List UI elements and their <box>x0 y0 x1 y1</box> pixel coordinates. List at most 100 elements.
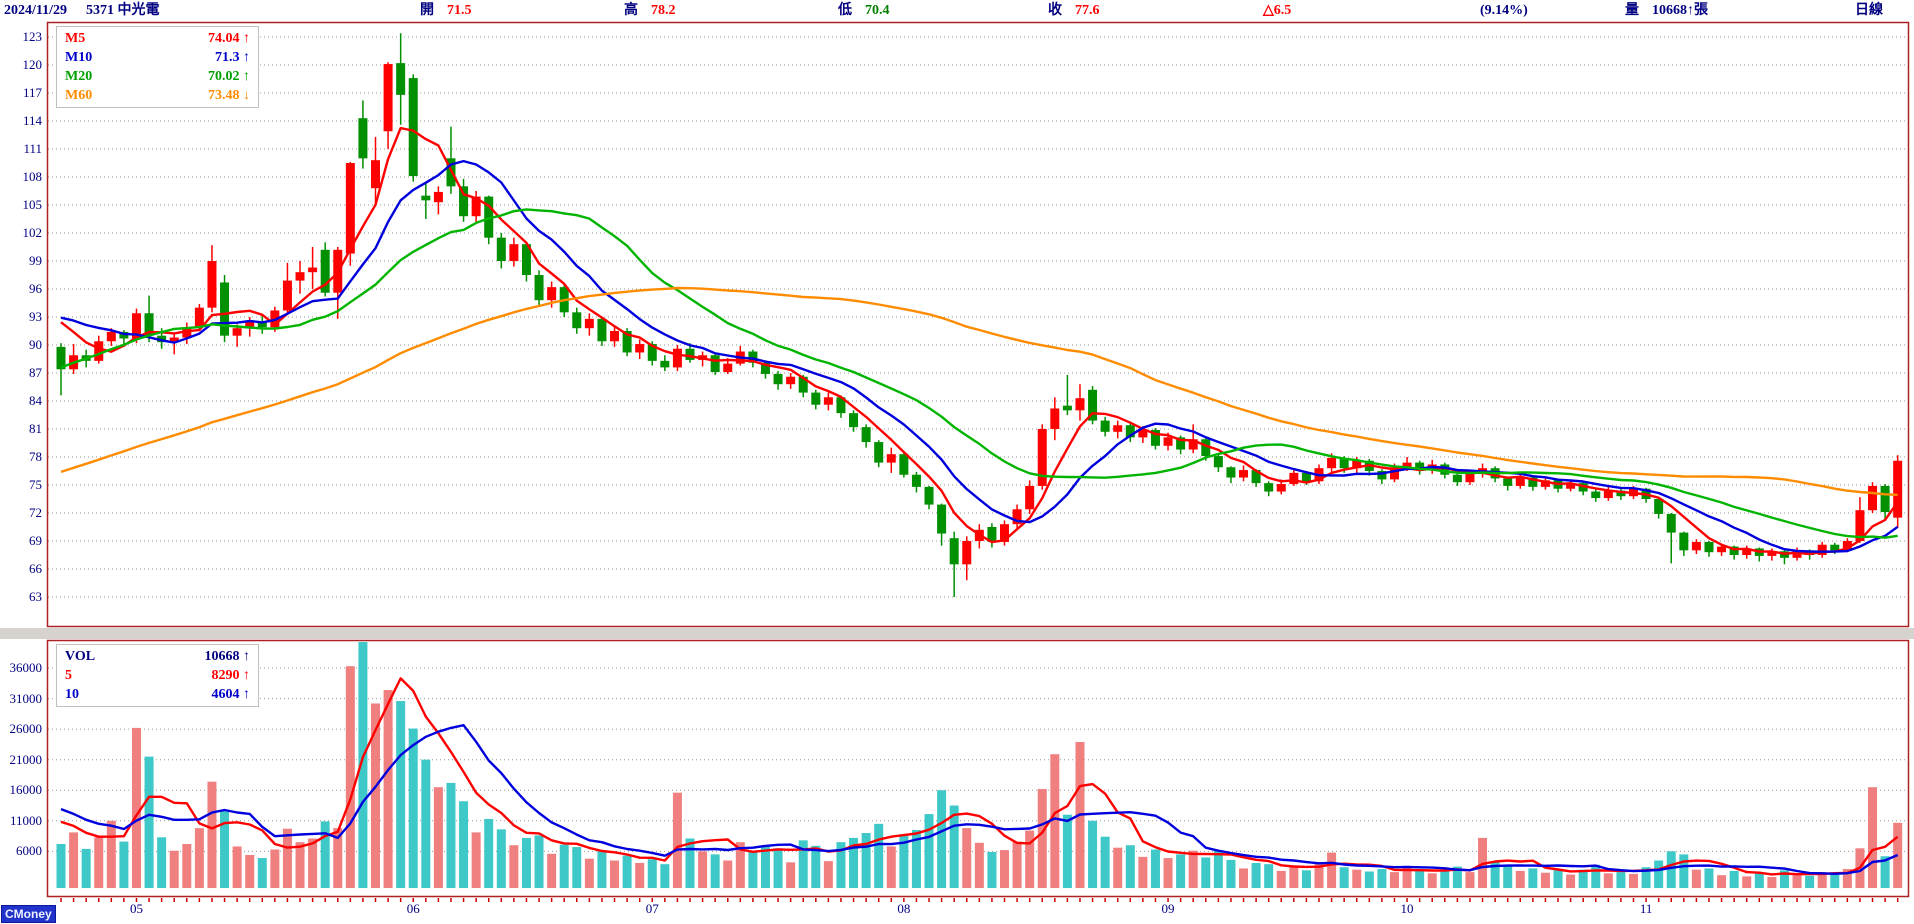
volume-bar-down <box>1125 845 1135 888</box>
candle-down <box>1528 477 1538 487</box>
candle-up <box>345 162 355 254</box>
volume-bar-up <box>1113 847 1123 888</box>
volume-bar-down <box>849 837 859 888</box>
volume-bar-up <box>1188 850 1198 888</box>
candle-up <box>383 64 393 132</box>
candle-up <box>232 328 242 336</box>
volume-bar-up <box>672 792 682 888</box>
up-arrow-icon: ↑ <box>243 668 250 683</box>
candle-down <box>496 237 506 261</box>
volume-bar-down <box>1641 867 1651 888</box>
volume-axis-label: 31000 <box>9 690 43 706</box>
candle-up <box>672 348 682 368</box>
cmoney-logo[interactable]: CMoney <box>1 905 56 923</box>
candle-down <box>484 196 494 238</box>
volume-bar-up <box>471 832 481 888</box>
candle-down <box>1679 532 1689 551</box>
volume-bar-up <box>1842 869 1852 888</box>
candle-up <box>433 191 443 203</box>
price-axis-label: 87 <box>29 364 42 380</box>
ma5-value: 74.04 <box>208 31 240 46</box>
volume-axis-label: 21000 <box>9 751 43 767</box>
candle-down <box>358 118 368 159</box>
candle-down <box>1880 485 1890 513</box>
candle-down <box>949 538 959 565</box>
candle-up <box>1465 473 1475 483</box>
candle-up <box>1691 541 1701 551</box>
volume-bar-up <box>1767 877 1777 888</box>
candle-down <box>1176 437 1186 450</box>
volume-bar-down <box>534 835 544 888</box>
volume-axis-label: 11000 <box>9 812 42 828</box>
volume-pane-border <box>46 639 1910 898</box>
volume-bar-up <box>635 862 645 888</box>
volume-legend: VOL 10668 ↑ 5 8290 ↑ 10 4604 ↑ <box>56 644 259 707</box>
candle-down <box>760 362 770 374</box>
down-arrow-icon: ↓ <box>243 88 250 103</box>
candle-up <box>1276 484 1286 492</box>
volume-ma10-line <box>60 724 1899 875</box>
price-axis-label: 99 <box>29 252 42 268</box>
volume-bar-down <box>899 834 909 888</box>
price-axis-label: 72 <box>29 504 42 520</box>
candle-down <box>1440 464 1450 475</box>
volume-bar-down <box>874 823 884 888</box>
candle-up <box>1767 551 1777 556</box>
candle-down <box>157 335 167 343</box>
price-axis-label: 108 <box>22 168 43 184</box>
volume-axis-label: 6000 <box>16 843 42 859</box>
candle-down <box>861 427 871 443</box>
volume-bar-up <box>1025 830 1035 888</box>
candle-down <box>1578 483 1588 492</box>
volume-bar-up <box>1289 866 1299 888</box>
volume-bar-up <box>509 845 519 888</box>
period-selector[interactable]: 日線 <box>1855 3 1883 18</box>
ma60-value: 73.48 <box>208 88 240 103</box>
candle-up <box>245 321 255 329</box>
volume-bar-down <box>119 841 129 888</box>
volume-bar-up <box>1742 876 1752 888</box>
volume-bar-down <box>1654 860 1664 888</box>
volume-bar-down <box>1830 873 1840 888</box>
volume-bar-up <box>1817 872 1827 888</box>
volume-bar-up <box>547 853 557 888</box>
candle-down <box>1616 490 1626 497</box>
volume-bar-up <box>433 787 443 888</box>
price-axis-label: 75 <box>29 476 42 492</box>
volume-bar-down <box>861 833 871 888</box>
volume-bar-down <box>1704 868 1714 888</box>
volume-bar-up <box>1327 852 1337 888</box>
volume-bar-down <box>1490 861 1500 888</box>
x-axis-month-label: 07 <box>645 901 659 916</box>
candle-up <box>962 540 972 565</box>
volume-bar-up <box>1566 874 1576 888</box>
volume-bar-down <box>760 845 770 888</box>
header-close-label: 收 <box>1048 3 1062 18</box>
candle-up <box>786 376 796 385</box>
candle-down <box>1088 389 1098 421</box>
candle-up <box>1792 550 1802 558</box>
volume-bar-down <box>1339 867 1349 888</box>
candle-up <box>635 344 645 353</box>
candle-up <box>509 244 519 261</box>
volume-bar-down <box>484 818 494 888</box>
volume-bar-up <box>131 727 141 888</box>
volume-bar-up <box>371 703 380 888</box>
volume-bar-down <box>1729 870 1739 888</box>
price-axis-label: 84 <box>29 392 42 408</box>
pane-splitter <box>0 628 1914 639</box>
candle-up <box>1855 510 1865 541</box>
volume-bar-down <box>836 842 846 888</box>
volume-bar-down <box>1754 872 1764 888</box>
volume-bar-up <box>723 860 733 888</box>
header-stock-id-name: 5371 中光電 <box>86 3 160 18</box>
candle-up <box>1012 509 1022 525</box>
price-axis-label: 78 <box>29 448 42 464</box>
volume-bar-down <box>408 728 418 888</box>
volume-bar-down <box>144 756 154 888</box>
candle-down <box>1201 439 1211 457</box>
header-low-label: 低 <box>838 3 852 18</box>
candle-down <box>144 313 154 336</box>
volume-bar-down <box>1553 870 1563 888</box>
